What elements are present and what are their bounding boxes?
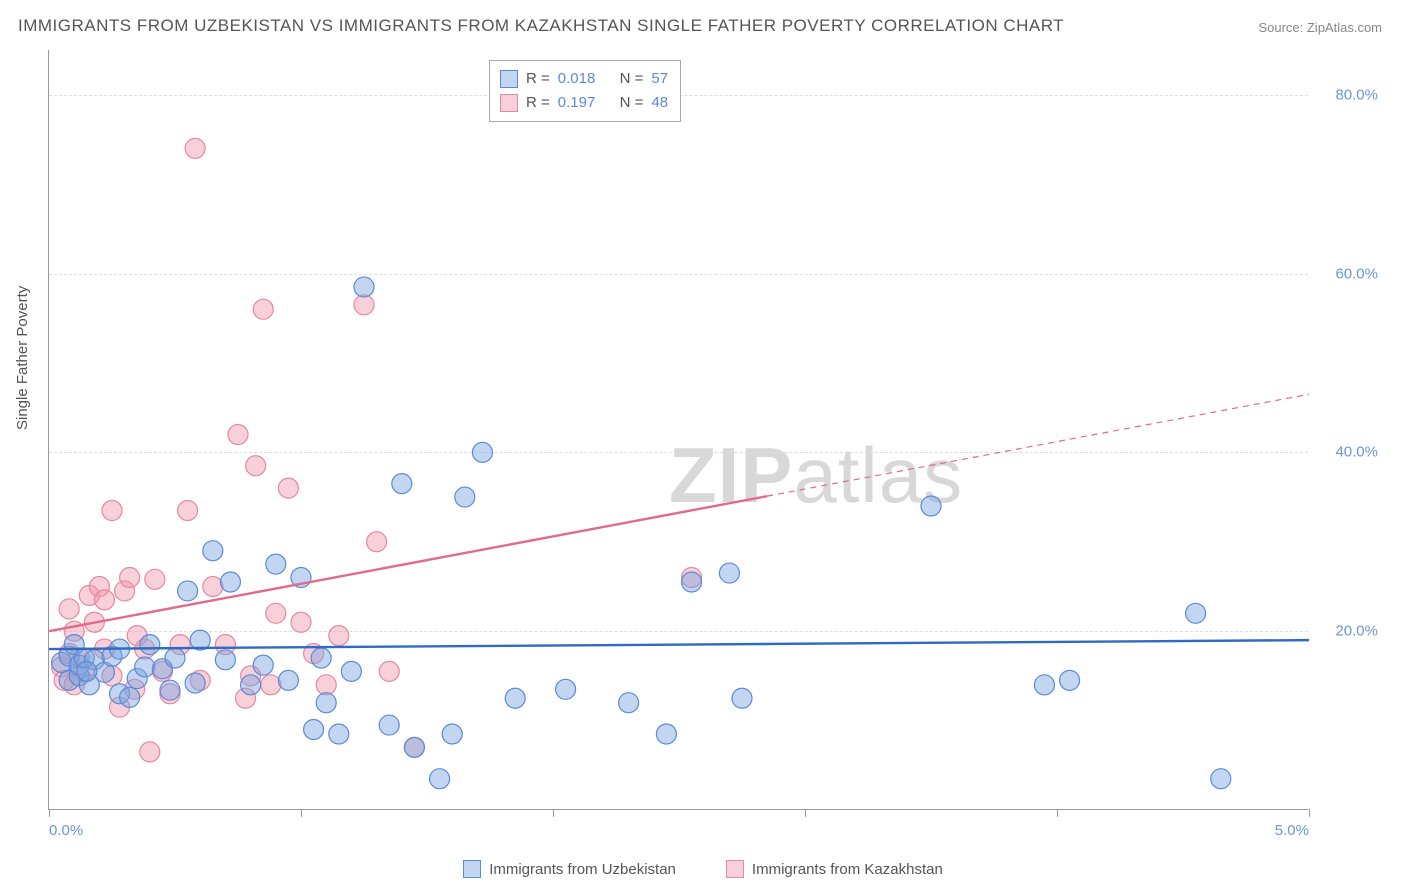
x-tick	[49, 809, 50, 817]
scatter-point-uzbekistan	[656, 724, 676, 744]
scatter-point-uzbekistan	[392, 474, 412, 494]
scatter-point-kazakhstan	[379, 661, 399, 681]
x-tick	[1057, 809, 1058, 817]
scatter-point-kazakhstan	[228, 424, 248, 444]
scatter-point-uzbekistan	[341, 661, 361, 681]
scatter-point-uzbekistan	[455, 487, 475, 507]
scatter-point-uzbekistan	[1211, 769, 1231, 789]
scatter-point-uzbekistan	[556, 679, 576, 699]
scatter-point-kazakhstan	[291, 612, 311, 632]
scatter-point-uzbekistan	[404, 737, 424, 757]
scatter-point-kazakhstan	[261, 675, 281, 695]
y-axis-title: Single Father Poverty	[14, 286, 31, 430]
scatter-point-kazakhstan	[203, 576, 223, 596]
legend-swatch-kazakhstan	[726, 860, 744, 878]
trend-line-kazakhstan-extrapolated	[767, 394, 1309, 496]
scatter-point-uzbekistan	[430, 769, 450, 789]
scatter-point-uzbekistan	[135, 657, 155, 677]
scatter-point-uzbekistan	[329, 724, 349, 744]
scatter-point-kazakhstan	[246, 456, 266, 476]
scatter-point-kazakhstan	[120, 568, 140, 588]
chart-title: IMMIGRANTS FROM UZBEKISTAN VS IMMIGRANTS…	[18, 16, 1064, 36]
scatter-point-kazakhstan	[278, 478, 298, 498]
scatter-point-kazakhstan	[178, 500, 198, 520]
scatter-point-kazakhstan	[59, 599, 79, 619]
scatter-point-uzbekistan	[1060, 670, 1080, 690]
scatter-point-kazakhstan	[329, 626, 349, 646]
scatter-point-uzbekistan	[472, 442, 492, 462]
scatter-point-uzbekistan	[178, 581, 198, 601]
scatter-point-uzbekistan	[442, 724, 462, 744]
trend-line-uzbekistan	[49, 640, 1309, 649]
scatter-point-uzbekistan	[266, 554, 286, 574]
x-tick	[553, 809, 554, 817]
x-tick	[301, 809, 302, 817]
scatter-point-uzbekistan	[921, 496, 941, 516]
scatter-point-uzbekistan	[682, 572, 702, 592]
scatter-point-kazakhstan	[253, 299, 273, 319]
scatter-point-uzbekistan	[140, 635, 160, 655]
scatter-point-uzbekistan	[220, 572, 240, 592]
y-tick-label: 80.0%	[1318, 86, 1378, 103]
scatter-point-uzbekistan	[505, 688, 525, 708]
scatter-point-uzbekistan	[253, 655, 273, 675]
plot-area: ZIPatlas 20.0%40.0%60.0%80.0% R = 0.018 …	[48, 50, 1308, 810]
scatter-point-uzbekistan	[278, 670, 298, 690]
bottom-legend: Immigrants from Uzbekistan Immigrants fr…	[0, 860, 1406, 878]
legend-label-uzbekistan: Immigrants from Uzbekistan	[489, 861, 676, 878]
source-label: Source: ZipAtlas.com	[1258, 20, 1382, 35]
scatter-point-kazakhstan	[354, 295, 374, 315]
trend-line-kazakhstan	[49, 496, 767, 631]
scatter-point-uzbekistan	[165, 648, 185, 668]
scatter-point-kazakhstan	[102, 500, 122, 520]
y-tick-label: 20.0%	[1318, 623, 1378, 640]
x-tick	[1309, 809, 1310, 817]
scatter-point-kazakhstan	[367, 532, 387, 552]
scatter-point-kazakhstan	[185, 138, 205, 158]
legend-item-kazakhstan: Immigrants from Kazakhstan	[726, 860, 943, 878]
y-tick-label: 60.0%	[1318, 265, 1378, 282]
scatter-point-uzbekistan	[160, 680, 180, 700]
scatter-point-uzbekistan	[120, 687, 140, 707]
scatter-point-uzbekistan	[77, 661, 97, 681]
scatter-point-uzbekistan	[719, 563, 739, 583]
scatter-point-uzbekistan	[732, 688, 752, 708]
scatter-point-uzbekistan	[316, 693, 336, 713]
scatter-point-kazakhstan	[94, 590, 114, 610]
scatter-point-kazakhstan	[140, 742, 160, 762]
legend-label-kazakhstan: Immigrants from Kazakhstan	[752, 861, 943, 878]
x-tick-label: 0.0%	[49, 822, 83, 839]
scatter-point-uzbekistan	[203, 541, 223, 561]
y-tick-label: 40.0%	[1318, 444, 1378, 461]
scatter-point-kazakhstan	[316, 675, 336, 695]
scatter-point-uzbekistan	[1034, 675, 1054, 695]
legend-swatch-uzbekistan	[463, 860, 481, 878]
scatter-point-kazakhstan	[266, 603, 286, 623]
scatter-svg	[49, 50, 1308, 809]
scatter-point-kazakhstan	[145, 569, 165, 589]
scatter-point-uzbekistan	[304, 720, 324, 740]
scatter-point-uzbekistan	[1186, 603, 1206, 623]
scatter-point-uzbekistan	[241, 675, 261, 695]
x-tick	[805, 809, 806, 817]
scatter-point-uzbekistan	[619, 693, 639, 713]
scatter-point-uzbekistan	[354, 277, 374, 297]
scatter-point-uzbekistan	[185, 673, 205, 693]
scatter-point-uzbekistan	[215, 650, 235, 670]
x-tick-label: 5.0%	[1275, 822, 1309, 839]
scatter-point-uzbekistan	[311, 648, 331, 668]
legend-item-uzbekistan: Immigrants from Uzbekistan	[463, 860, 676, 878]
scatter-point-uzbekistan	[379, 715, 399, 735]
